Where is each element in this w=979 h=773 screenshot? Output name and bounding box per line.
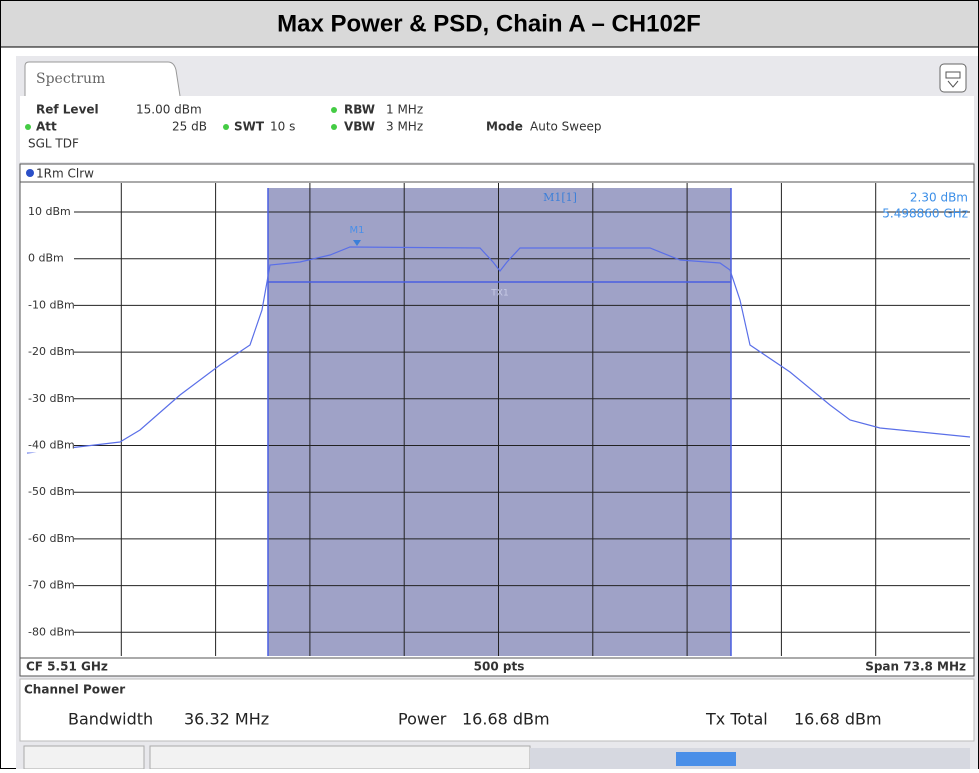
y-label: -10 dBm	[28, 298, 75, 311]
y-label: -50 dBm	[28, 485, 75, 498]
y-label-bg	[24, 298, 74, 313]
mode-value: Auto Sweep	[530, 120, 602, 134]
rbw-value: 1 MHz	[386, 103, 423, 117]
swt-dot	[223, 124, 229, 130]
channel-power-panel	[19, 678, 975, 742]
y-label: -40 dBm	[28, 439, 75, 452]
vbw-dot	[331, 124, 337, 130]
y-label: -30 dBm	[28, 392, 75, 405]
grid	[27, 183, 970, 656]
marker-level: 2.30 dBm	[910, 191, 968, 205]
att-dot	[25, 124, 31, 130]
att-label: Att	[36, 120, 57, 134]
power-value: 16.68 dBm	[462, 710, 550, 729]
sgl: SGL TDF	[28, 137, 79, 151]
marker-name: M1	[350, 225, 365, 236]
swt-value: 10 s	[270, 120, 295, 134]
y-label-bg	[24, 531, 74, 546]
vbw-label: VBW	[344, 120, 375, 134]
swt-label: SWT	[234, 120, 265, 134]
y-label: -70 dBm	[28, 579, 75, 592]
softkey[interactable]	[23, 745, 145, 770]
y-label: 10 dBm	[28, 205, 71, 218]
rbw-label: RBW	[344, 103, 375, 117]
channel-name: TX1	[490, 289, 508, 299]
ref-level-value: 15.00 dBm	[136, 103, 202, 117]
trace-dot	[26, 169, 34, 177]
tx-total-label: Tx Total	[705, 710, 768, 729]
channel-band	[268, 188, 731, 656]
tx-total-value: 16.68 dBm	[794, 710, 882, 729]
rbw-dot	[331, 107, 337, 113]
y-label-bg	[24, 205, 74, 219]
title: Max Power & PSD, Chain A – CH102F	[277, 10, 701, 37]
y-label-bg	[24, 391, 74, 406]
y-label-bg	[24, 485, 74, 500]
center-frequency: CF 5.51 GHz	[26, 660, 108, 674]
span: Span 73.8 MHz	[865, 660, 966, 674]
y-label-bg	[24, 578, 74, 593]
y-labels: 10 dBm 0 dBm -10 dBm -20 dBm -30 dBm -40 dBm -…	[24, 205, 75, 640]
points: 500 pts	[474, 660, 525, 674]
marker-readout-name: M1[1]	[543, 191, 577, 204]
channel-power-heading: Channel Power	[24, 683, 125, 697]
y-label-bg	[24, 251, 74, 266]
y-label: 0 dBm	[28, 252, 64, 265]
trace	[26, 246, 971, 454]
settings-panel	[20, 96, 974, 162]
ref-level-label: Ref Level	[36, 103, 99, 117]
progress	[676, 752, 736, 766]
bandwidth-value: 36.32 MHz	[184, 710, 269, 729]
bandwidth-label: Bandwidth	[68, 710, 153, 729]
trace-label: 1Rm Clrw	[36, 167, 94, 181]
att-value: 25 dB	[172, 120, 207, 134]
y-label: -60 dBm	[28, 532, 75, 545]
title-bar	[1, 1, 978, 47]
tab-label[interactable]: Spectrum	[36, 71, 105, 87]
menu-icon-glyph	[945, 71, 961, 88]
y-label: -80 dBm	[28, 625, 75, 638]
power-label: Power	[398, 710, 447, 729]
y-label-bg	[24, 625, 74, 640]
mode-label: Mode	[486, 120, 523, 134]
softkey[interactable]	[149, 745, 531, 770]
y-label-bg	[24, 438, 74, 453]
y-label: -20 dBm	[28, 345, 75, 358]
marker-freq: 5.498860 GHz	[882, 207, 968, 221]
marker-glyph	[353, 240, 361, 246]
tab[interactable]	[24, 61, 181, 97]
status-bar	[530, 748, 970, 769]
y-label-bg	[24, 345, 74, 360]
vbw-value: 3 MHz	[386, 120, 423, 134]
